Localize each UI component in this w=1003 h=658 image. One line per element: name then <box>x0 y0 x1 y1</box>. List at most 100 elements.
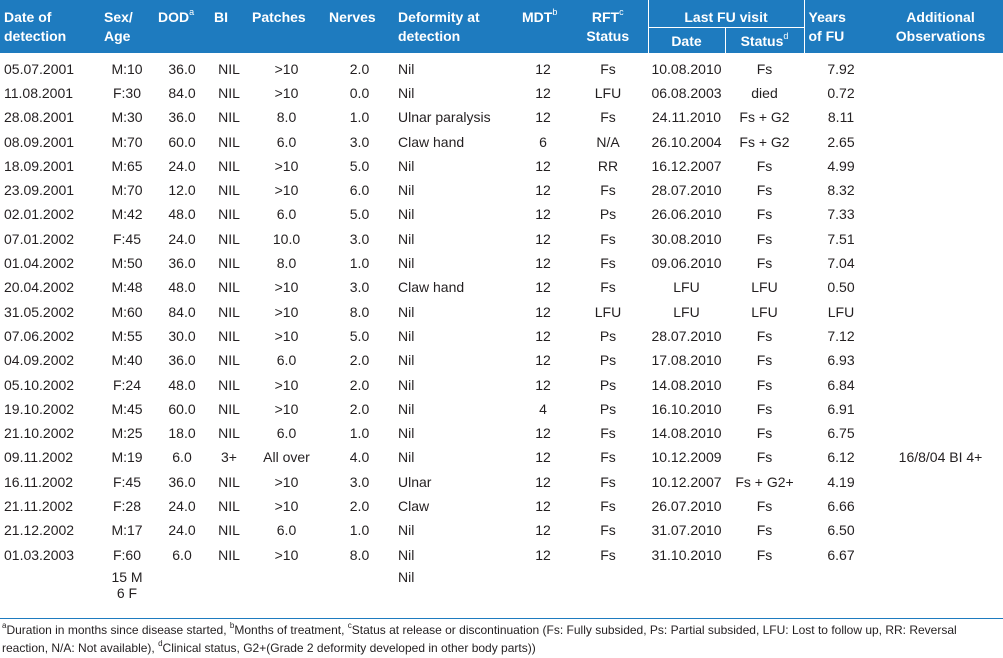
dod-cell: 6.0 <box>172 449 192 466</box>
nerves-cell: 5.0 <box>349 206 370 223</box>
sex-age-cell: M:17 <box>111 522 143 539</box>
sex-age-cell: M:55 <box>111 327 143 344</box>
dod-cell: 36.0 <box>168 473 196 490</box>
rft-status-cell: Fs <box>600 182 616 199</box>
nerves-cell: 1.0 <box>349 109 370 126</box>
nerves-cell: 8.0 <box>349 303 370 320</box>
sex-age-cell: F:45 <box>112 473 141 490</box>
observations-cell <box>878 130 1003 154</box>
bi-cell: NIL <box>218 497 240 514</box>
header-fu-status: Statusd <box>725 27 805 53</box>
date-cell: 07.06.2002 <box>4 327 75 344</box>
deformity-summary: Nil <box>398 569 415 586</box>
nerves-cell: 3.0 <box>349 473 370 490</box>
bi-cell: NIL <box>218 425 240 442</box>
table-footnote: aDuration in months since disease starte… <box>0 618 1003 657</box>
fu-date-cell: 26.06.2010 <box>651 206 722 223</box>
date-cell: 01.03.2003 <box>4 546 75 563</box>
sex-age-cell: M:10 <box>111 60 143 77</box>
patches-cell: >10 <box>274 473 299 490</box>
header-additional-observations: Additional Observations <box>878 0 1003 53</box>
patches-cell: >10 <box>274 376 299 393</box>
deformity-cell: Nil <box>398 255 415 272</box>
fu-date-cell: 30.08.2010 <box>651 230 722 247</box>
fu-status-cell: Fs <box>756 206 773 223</box>
fu-status-cell: Fs <box>756 497 773 514</box>
table-row: 02.01.2002 M:42 48.0 NIL 6.0 5.0 Nil 12 Ps 26.06.… <box>0 203 1003 227</box>
nerves-cell: 5.0 <box>349 327 370 344</box>
date-cell: 31.05.2002 <box>4 303 75 320</box>
sex-age-cell: M:65 <box>111 157 143 174</box>
deformity-cell: Ulnar paralysis <box>398 109 491 126</box>
fu-status-cell: Fs <box>756 230 773 247</box>
deformity-cell: Ulnar <box>398 473 432 490</box>
rft-status-cell: Ps <box>599 352 617 369</box>
bi-cell: NIL <box>218 255 240 272</box>
header-rft-status: RFTc Status <box>568 0 648 53</box>
bi-cell: NIL <box>218 352 240 369</box>
observations-cell <box>878 470 1003 494</box>
fu-status-cell: Fs <box>756 157 773 174</box>
patches-cell: >10 <box>274 279 299 296</box>
table-row: 28.08.2001 M:30 36.0 NIL 8.0 1.0 Ulnar paralys… <box>0 106 1003 130</box>
observations-cell <box>878 203 1003 227</box>
rft-status-cell: Fs <box>600 230 616 247</box>
rft-status-cell: Fs <box>600 60 616 77</box>
sex-age-cell: M:42 <box>111 206 143 223</box>
fu-status-cell: Fs <box>756 425 773 442</box>
dod-cell: 36.0 <box>168 352 196 369</box>
bi-cell: NIL <box>218 473 240 490</box>
mdt-cell: 12 <box>535 255 551 272</box>
date-cell: 02.01.2002 <box>4 206 75 223</box>
table-row: 05.10.2002 F:24 48.0 NIL >10 2.0 Nil 12 Ps 14.08.… <box>0 373 1003 397</box>
deformity-cell: Nil <box>398 352 415 369</box>
sex-age-cell: M:30 <box>111 109 143 126</box>
deformity-cell: Nil <box>398 546 415 563</box>
deformity-cell: Nil <box>398 400 415 417</box>
date-cell: 05.07.2001 <box>4 60 75 77</box>
rft-status-cell: LFU <box>594 303 622 320</box>
fu-date-cell: 09.06.2010 <box>651 255 722 272</box>
date-cell: 08.09.2001 <box>4 133 75 150</box>
table-row: 31.05.2002 M:60 84.0 NIL >10 8.0 Nil 12 LFU LFU LF… <box>0 300 1003 324</box>
patches-cell: >10 <box>274 546 299 563</box>
sex-age-cell: M:25 <box>111 425 143 442</box>
date-cell: 21.10.2002 <box>4 425 75 442</box>
date-cell: 09.11.2002 <box>4 449 74 466</box>
sex-age-cell: F:30 <box>112 84 141 101</box>
nerves-cell: 3.0 <box>349 230 370 247</box>
table-row: 21.11.2002 F:28 24.0 NIL >10 2.0 Claw 12 Fs 26.07… <box>0 494 1003 518</box>
mdt-cell: 4 <box>539 400 547 417</box>
date-cell: 23.09.2001 <box>4 182 75 199</box>
date-cell: 21.12.2002 <box>4 522 75 539</box>
dod-cell: 84.0 <box>168 84 196 101</box>
nerves-cell: 3.0 <box>349 133 370 150</box>
date-cell: 21.11.2002 <box>4 497 74 514</box>
years-fu-cell: 6.12 <box>827 449 855 466</box>
rft-status-cell: Fs <box>600 109 616 126</box>
date-cell: 05.10.2002 <box>4 376 75 393</box>
rft-status-cell: Fs <box>600 279 616 296</box>
bi-cell: NIL <box>218 157 240 174</box>
patches-cell: 6.0 <box>276 133 297 150</box>
sex-age-cell: M:19 <box>111 449 143 466</box>
header-dod: DODa <box>154 0 210 53</box>
observations-cell <box>878 227 1003 251</box>
rft-status-cell: Fs <box>600 425 616 442</box>
bi-cell: NIL <box>218 60 240 77</box>
bi-cell: NIL <box>218 133 240 150</box>
dod-cell: 60.0 <box>168 133 196 150</box>
fu-date-cell: 26.07.2010 <box>651 497 722 514</box>
fu-date-cell: 10.12.2009 <box>651 449 722 466</box>
bi-cell: NIL <box>218 522 240 539</box>
bi-cell: NIL <box>218 327 240 344</box>
rft-status-cell: Ps <box>599 206 617 223</box>
header-last-fu-visit: Last FU visit <box>647 0 805 28</box>
patches-cell: >10 <box>274 60 299 77</box>
table-row: 21.10.2002 M:25 18.0 NIL 6.0 1.0 Nil 12 Fs 14.08.… <box>0 421 1003 445</box>
years-fu-cell: 2.65 <box>827 133 855 150</box>
fu-status-cell: LFU <box>751 303 778 320</box>
sex-age-cell: M:70 <box>111 133 143 150</box>
dod-cell: 24.0 <box>168 230 196 247</box>
header-date-of-detection: Date of detection <box>0 0 100 53</box>
